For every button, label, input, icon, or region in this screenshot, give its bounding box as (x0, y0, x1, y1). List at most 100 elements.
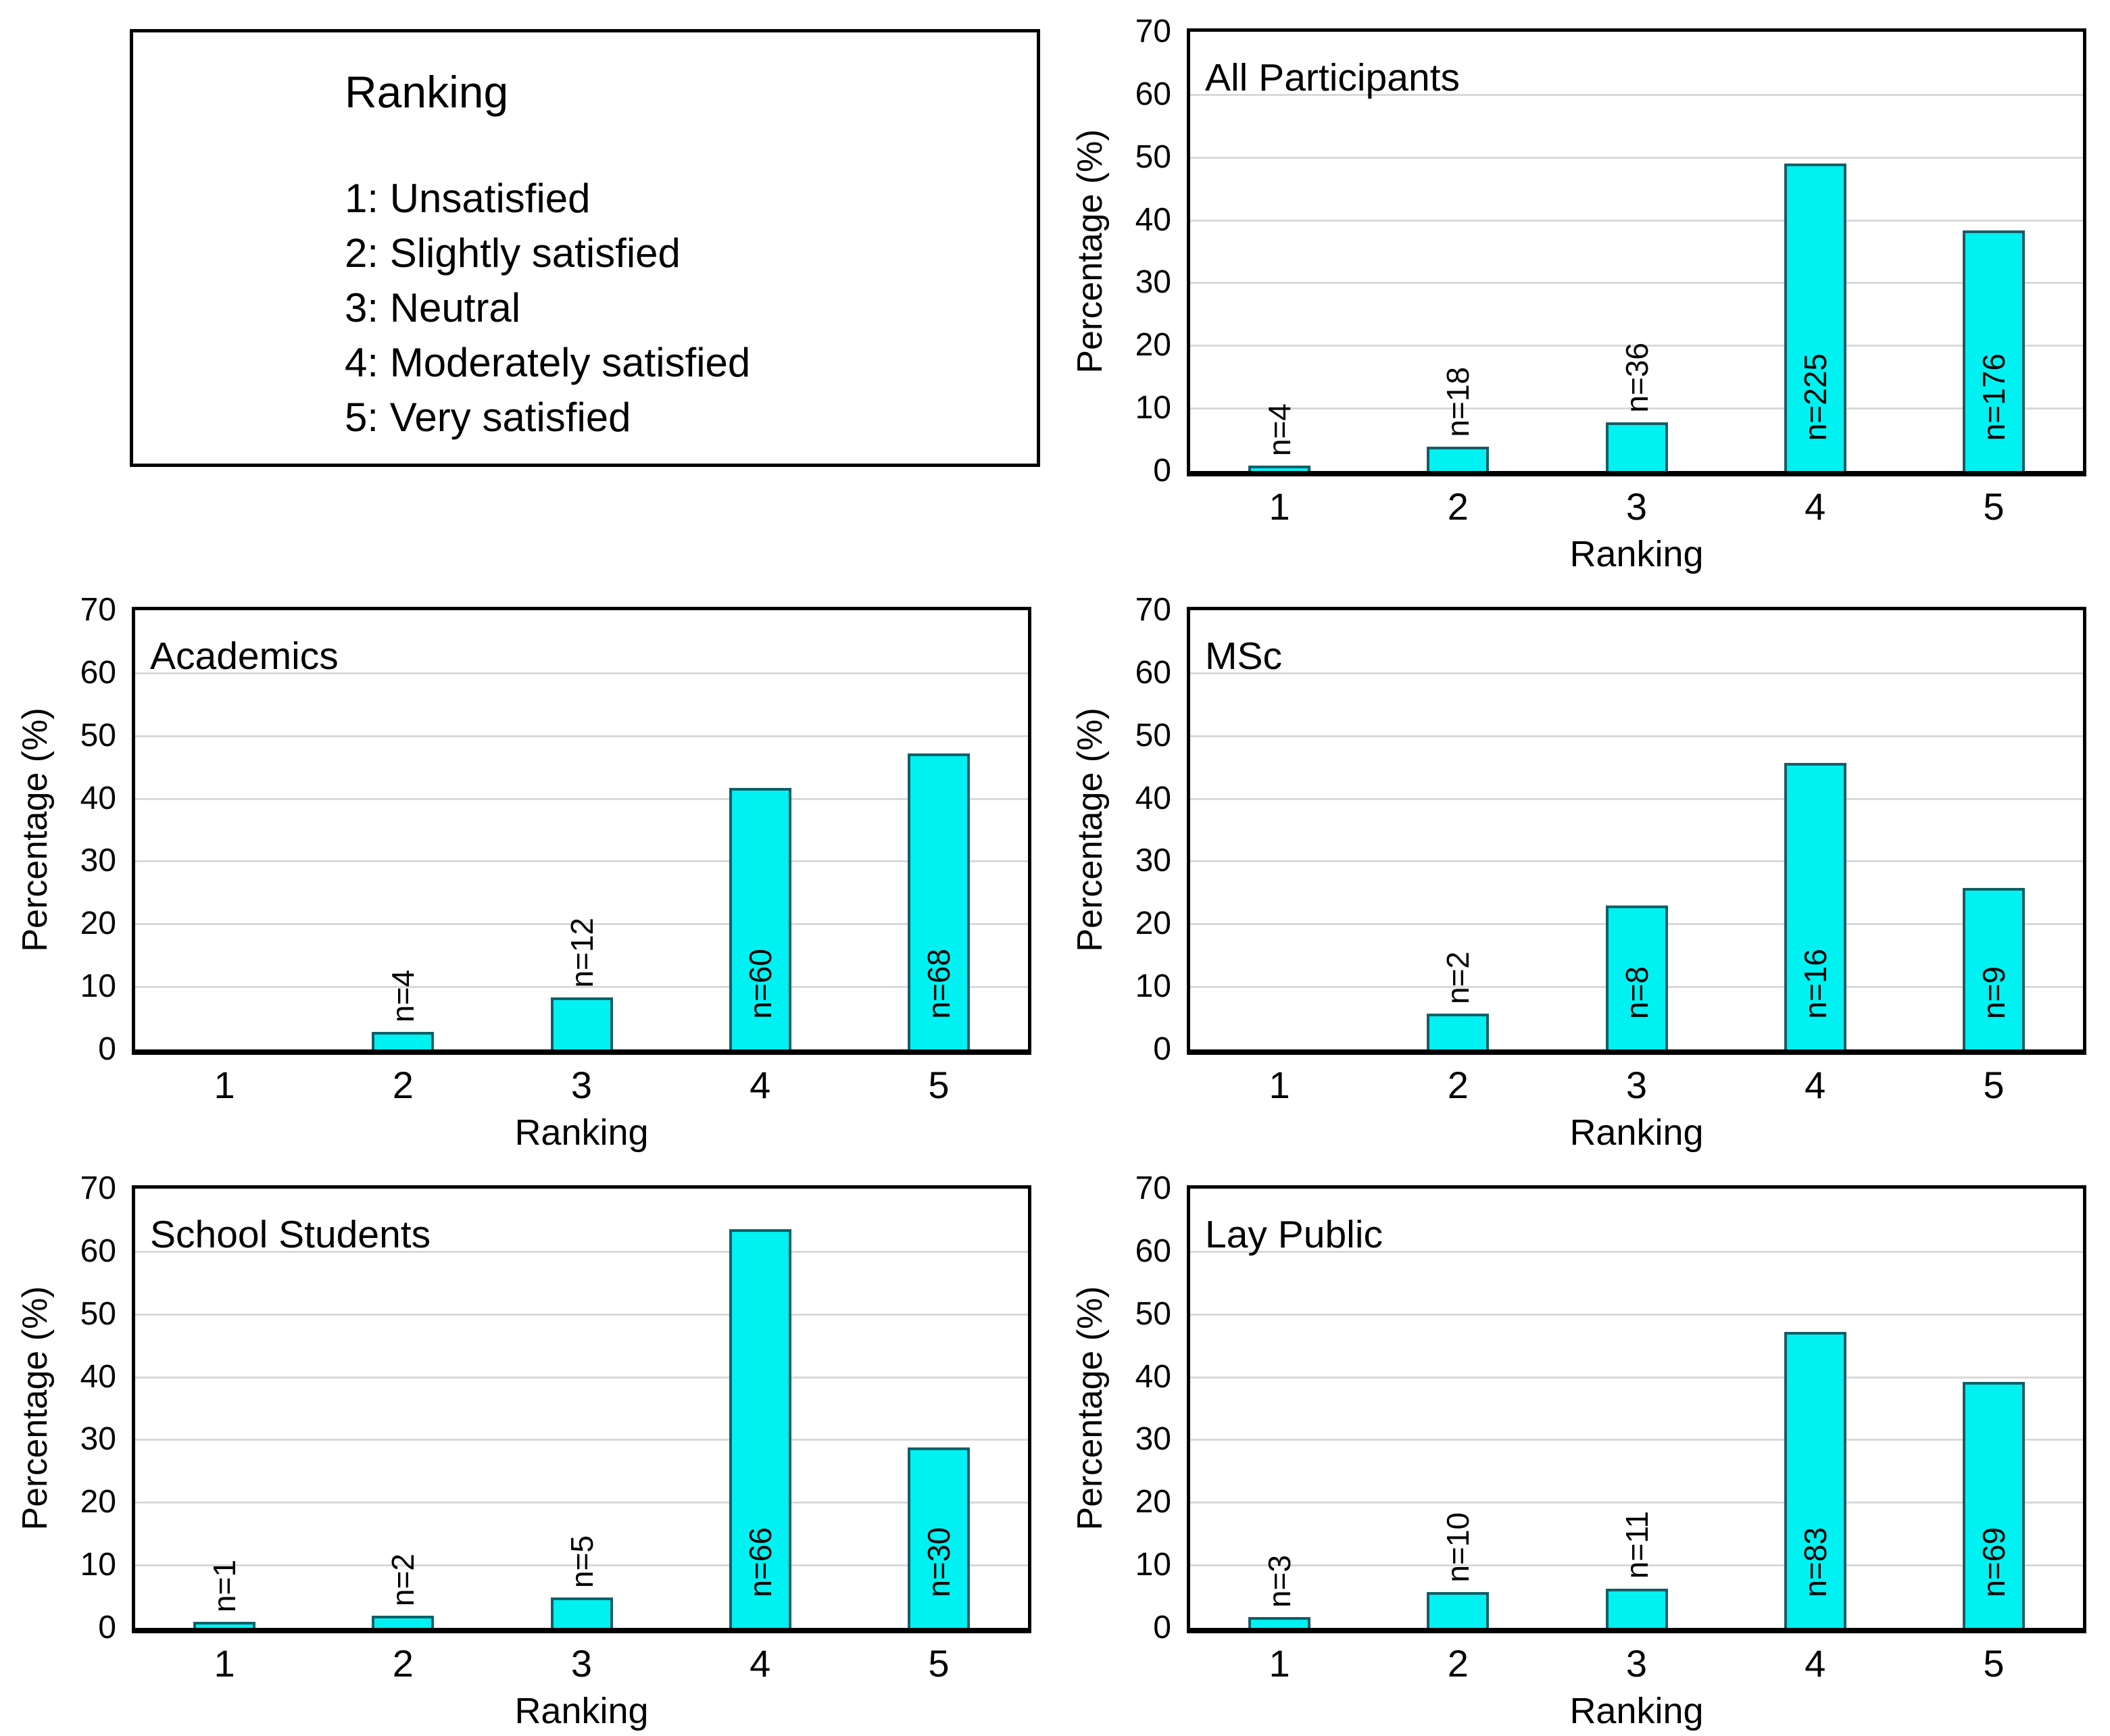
gridline (1190, 219, 2083, 222)
ranking-legend-box: Ranking 1: Unsatisfied 2: Slightly satis… (130, 29, 1040, 467)
gridline (135, 923, 1028, 926)
y-tick-label: 60 (1135, 1233, 1171, 1269)
cell-chart-lay-public: Percentage (%) Lay Public n=3 n=10 n=11 n=83 n… (1055, 1157, 2110, 1736)
y-tick-label: 0 (1153, 1610, 1171, 1645)
y-tick-label: 60 (1135, 76, 1171, 112)
gridline (135, 986, 1028, 989)
gridline (135, 672, 1028, 674)
chart-title: All Participants (1205, 56, 1460, 99)
plot-area: All Participants n=4 n=18 n=36 n=225 n=176 (1187, 28, 2086, 476)
chart-title: Academics (150, 635, 339, 678)
gridline (1190, 797, 2083, 800)
bar-slot: n=10 (1369, 1189, 1547, 1628)
gridline (135, 1376, 1028, 1379)
y-tick-label: 70 (1135, 14, 1171, 49)
x-axis-label: Ranking (1569, 1691, 1704, 1731)
bar (907, 753, 970, 1049)
bars: n=1 n=2 n=5 n=66 n=30 (135, 1189, 1028, 1628)
bar-label: n=1 (207, 1559, 243, 1612)
cell-chart-school-students: Percentage (%) School Students n=1 n=2 n=5 n=… (0, 1157, 1055, 1736)
bar-label: n=18 (1440, 367, 1476, 437)
y-tick-label: 0 (98, 1610, 116, 1645)
bar-label: n=66 (742, 1527, 778, 1597)
gridline (1190, 672, 2083, 674)
bar-slot: n=66 (671, 1189, 850, 1628)
x-tick-label: 3 (570, 1642, 593, 1685)
bar-label: n=10 (1440, 1512, 1476, 1583)
gridline (1190, 1376, 2083, 1379)
gridline (1190, 1502, 2083, 1504)
x-tick-label: 5 (928, 1064, 950, 1106)
bar-label: n=60 (742, 949, 778, 1019)
bars: n=3 n=10 n=11 n=83 n=69 (1190, 1189, 2083, 1628)
bar (1427, 1592, 1490, 1628)
bar-slot: n=5 (492, 1189, 670, 1628)
bar-label: n=83 (1797, 1527, 1833, 1597)
bar-slot: n=2 (1369, 610, 1547, 1049)
y-tick-label: 70 (80, 592, 116, 628)
x-tick-label: 4 (750, 1642, 771, 1685)
x-tick-label: 2 (1447, 1642, 1469, 1685)
x-tick-label: 3 (1625, 485, 1648, 528)
gridline (1190, 735, 2083, 737)
chart-title: School Students (150, 1213, 431, 1256)
y-tick-label: 60 (80, 1233, 116, 1269)
y-tick-label: 20 (1135, 906, 1171, 942)
cell-chart-msc: Percentage (%) MSc n=2 n=8 n=16 n=9 0 10 20 30 40 5… (1055, 578, 2110, 1157)
y-tick-label: 40 (1135, 201, 1171, 238)
x-tick-label: 4 (750, 1064, 771, 1106)
x-tick-label: 4 (1805, 485, 1826, 528)
bar-slot: n=8 (1547, 610, 1725, 1049)
bar-label: n=8 (1619, 966, 1654, 1019)
gridline (135, 797, 1028, 800)
bar (1962, 1382, 2025, 1628)
x-tick-label: 2 (1447, 1064, 1469, 1106)
bar-label: n=30 (921, 1527, 956, 1597)
bar (372, 1032, 435, 1049)
bar (1427, 1014, 1490, 1049)
gridline (135, 1250, 1028, 1253)
y-tick-label: 0 (98, 1031, 116, 1067)
bar-slot: n=60 (671, 610, 850, 1049)
y-tick-label: 10 (1135, 390, 1171, 426)
bar-label: n=36 (1619, 342, 1654, 413)
bar-slot: n=12 (492, 610, 670, 1049)
bar-slot: n=18 (1369, 32, 1547, 471)
plot-area: MSc n=2 n=8 n=16 n=9 (1187, 607, 2086, 1055)
legend-item-4: 4: Moderately satisfied (345, 340, 751, 385)
legend-item-1: 1: Unsatisfied (345, 176, 591, 221)
y-tick-label: 20 (1135, 327, 1171, 364)
y-tick-label: 40 (1135, 780, 1171, 816)
bar (372, 1616, 435, 1628)
x-tick-label: 5 (1983, 1064, 2005, 1106)
y-tick-label: 10 (1135, 1547, 1171, 1583)
y-tick-label: 40 (1135, 1358, 1171, 1395)
bar (1605, 422, 1668, 471)
y-tick-label: 0 (1153, 453, 1171, 489)
y-tick-label: 30 (80, 1421, 116, 1458)
bar-label: n=5 (564, 1535, 599, 1589)
bar-label: n=3 (1262, 1555, 1298, 1608)
y-tick-label: 50 (1135, 1295, 1171, 1332)
bar-slot: n=1 (135, 1189, 314, 1628)
x-axis-label: Ranking (514, 1112, 649, 1153)
y-tick-label: 50 (1135, 717, 1171, 753)
y-tick-label: 50 (80, 717, 116, 753)
bar (550, 1597, 613, 1628)
x-tick-label: 5 (1983, 485, 2005, 528)
gridline (135, 1313, 1028, 1316)
gridline (1190, 345, 2083, 347)
gridline (1190, 407, 2083, 410)
bar (729, 787, 791, 1049)
y-tick-label: 20 (80, 906, 116, 942)
gridline (1190, 1439, 2083, 1441)
y-tick-label: 40 (80, 780, 116, 816)
x-tick-label: 1 (1269, 485, 1290, 528)
bar-slot: n=69 (1905, 1189, 2083, 1628)
y-tick-label: 10 (80, 968, 116, 1005)
bar (193, 1621, 256, 1628)
bar-slot: n=36 (1547, 32, 1725, 471)
plot-area: Lay Public n=3 n=10 n=11 n=83 n=69 (1187, 1185, 2086, 1633)
bar-slot: n=2 (314, 1189, 492, 1628)
x-tick-label: 2 (392, 1642, 414, 1685)
